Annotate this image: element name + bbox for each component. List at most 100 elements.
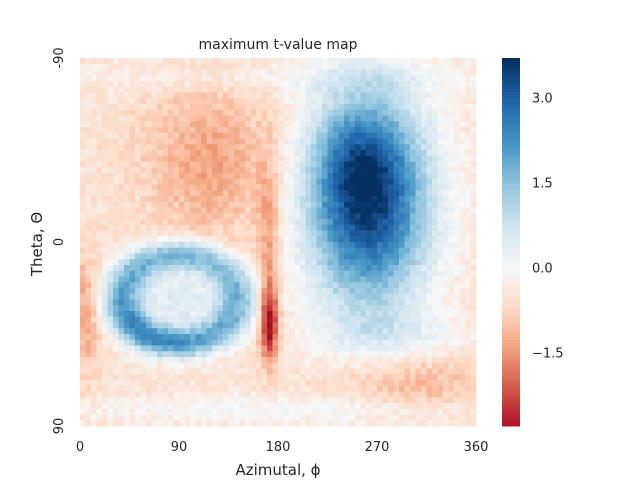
heatmap-cell [327, 98, 334, 105]
heatmap-cell [322, 92, 328, 99]
heatmap-cell [157, 368, 163, 375]
heatmap-cell [234, 368, 240, 375]
heatmap-cell [151, 288, 158, 295]
heatmap-cell [206, 196, 213, 203]
heatmap-cell [448, 265, 455, 272]
heatmap-cell [322, 385, 328, 392]
heatmap-cell [102, 75, 108, 82]
heatmap-cell [410, 339, 416, 346]
heatmap-cell [173, 196, 180, 203]
heatmap-cell [289, 276, 295, 283]
heatmap-cell [316, 236, 323, 243]
colorbar-swatch [502, 214, 520, 218]
heatmap-cell [327, 58, 334, 65]
heatmap-cell [443, 115, 449, 122]
heatmap-cell [349, 58, 356, 65]
heatmap-cell [261, 144, 268, 151]
heatmap-cell [432, 127, 438, 134]
heatmap-cell [173, 161, 180, 168]
heatmap-cell [190, 397, 196, 404]
heatmap-cell [113, 305, 119, 312]
heatmap-cell [140, 138, 147, 145]
heatmap-cell [355, 98, 361, 105]
heatmap-cell [289, 104, 295, 111]
heatmap-cell [135, 259, 141, 266]
heatmap-cell [355, 334, 361, 341]
heatmap-cell [316, 288, 323, 295]
heatmap-cell [91, 408, 97, 415]
heatmap-cell [421, 311, 427, 318]
heatmap-cell [360, 230, 367, 237]
heatmap-cell [377, 207, 383, 214]
heatmap-cell [140, 86, 147, 93]
heatmap-cell [305, 351, 312, 358]
heatmap-cell [426, 299, 433, 306]
heatmap-cell [272, 86, 279, 93]
heatmap-cell [316, 328, 323, 335]
colorbar-swatch [502, 232, 520, 237]
heatmap-cell [327, 69, 334, 76]
heatmap-cell [91, 328, 97, 335]
heatmap-cell [206, 201, 213, 208]
heatmap-cell [212, 374, 218, 381]
heatmap-cell [399, 86, 405, 93]
heatmap-cell [344, 144, 350, 151]
heatmap-cell [470, 69, 477, 76]
heatmap-cell [327, 288, 334, 295]
heatmap-cell [190, 58, 196, 65]
heatmap-cell [250, 150, 257, 157]
heatmap-cell [366, 121, 372, 128]
heatmap-cell [448, 408, 455, 415]
heatmap-cell [366, 311, 372, 318]
heatmap-cell [382, 178, 389, 185]
heatmap-cell [267, 414, 273, 421]
heatmap-cell [107, 138, 114, 145]
colorbar-swatch [502, 392, 520, 396]
heatmap-cell [195, 132, 202, 139]
heatmap-cell [85, 69, 92, 76]
heatmap-cell [388, 115, 394, 122]
heatmap-cell [96, 339, 103, 346]
heatmap-cell [261, 224, 268, 231]
heatmap-cell [234, 380, 240, 387]
heatmap-cell [278, 328, 284, 335]
heatmap-cell [289, 167, 295, 174]
heatmap-cell [212, 86, 218, 93]
heatmap-cell [454, 184, 460, 191]
heatmap-cell [437, 81, 444, 88]
heatmap-cell [432, 219, 438, 226]
heatmap-cell [300, 115, 306, 122]
heatmap-cell [404, 69, 411, 76]
heatmap-cell [443, 167, 449, 174]
heatmap-cell [404, 339, 411, 346]
heatmap-cell [102, 299, 108, 306]
heatmap-cell [267, 311, 273, 318]
heatmap-cell [360, 213, 367, 220]
heatmap-cell [327, 403, 334, 410]
heatmap-cell [140, 270, 147, 277]
heatmap-cell [305, 98, 312, 105]
heatmap-cell [410, 288, 416, 295]
heatmap-cell [294, 282, 301, 289]
heatmap-cell [388, 213, 394, 220]
heatmap-cell [140, 184, 147, 191]
heatmap-cell [300, 219, 306, 226]
heatmap-cell [399, 403, 405, 410]
heatmap-cell [250, 190, 257, 197]
heatmap-cell [206, 316, 213, 323]
heatmap-cell [261, 81, 268, 88]
heatmap-cell [311, 242, 317, 249]
heatmap-cell [261, 414, 268, 421]
heatmap-cell [85, 357, 92, 364]
heatmap-cell [454, 385, 460, 392]
heatmap-cell [146, 236, 152, 243]
heatmap-cell [410, 92, 416, 99]
heatmap-cell [217, 270, 224, 277]
heatmap-cell [393, 305, 400, 312]
heatmap-cell [305, 397, 312, 404]
heatmap-cell [459, 178, 466, 185]
heatmap-cell [102, 138, 108, 145]
heatmap-cell [454, 259, 460, 266]
heatmap-cell [388, 190, 394, 197]
heatmap-cell [201, 259, 207, 266]
